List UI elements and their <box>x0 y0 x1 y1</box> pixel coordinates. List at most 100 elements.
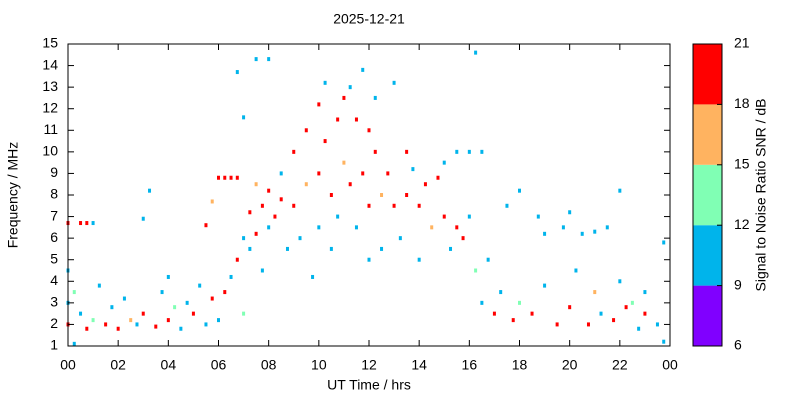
y-tick-label: 4 <box>50 272 58 288</box>
data-point <box>580 231 584 236</box>
data-point <box>380 246 384 251</box>
data-point <box>643 311 647 316</box>
data-point <box>574 268 578 273</box>
data-point <box>235 257 239 262</box>
data-point <box>417 257 421 262</box>
data-point <box>474 268 478 273</box>
y-tick-label: 12 <box>42 99 58 115</box>
data-point <box>561 225 565 230</box>
x-tick-label: 22 <box>612 357 628 373</box>
data-point <box>166 274 170 279</box>
data-point <box>185 300 189 305</box>
x-tick-label: 02 <box>110 357 126 373</box>
x-tick-label: 16 <box>462 357 478 373</box>
colorbar-tick-label: 15 <box>734 156 750 172</box>
data-point <box>342 160 346 165</box>
y-tick-label: 2 <box>50 315 58 331</box>
data-point <box>79 221 83 226</box>
data-point <box>436 175 440 180</box>
x-tick-label: 12 <box>361 357 377 373</box>
data-point <box>361 171 365 176</box>
data-point <box>505 203 509 208</box>
data-point <box>612 318 616 323</box>
data-point <box>336 117 340 122</box>
data-point <box>110 305 114 310</box>
data-point <box>191 311 195 316</box>
data-point <box>442 160 446 165</box>
x-tick-label: 14 <box>411 357 427 373</box>
data-point <box>91 318 95 323</box>
data-point <box>279 197 283 202</box>
data-point <box>85 221 89 226</box>
colorbar-segment <box>693 285 722 346</box>
data-point <box>304 128 308 133</box>
y-tick-label: 7 <box>50 207 58 223</box>
data-point <box>643 290 647 295</box>
data-point <box>618 188 622 193</box>
data-point <box>637 326 641 331</box>
data-point <box>492 311 496 316</box>
data-point <box>223 175 227 180</box>
data-point <box>543 231 547 236</box>
data-point <box>141 216 145 221</box>
colorbar-label: Signal to Noise Ratio SNR / dB <box>753 99 769 292</box>
data-point <box>273 214 277 219</box>
data-point <box>292 203 296 208</box>
plot-frame <box>67 43 671 347</box>
data-point <box>499 290 503 295</box>
colorbar-segment <box>693 225 722 286</box>
data-point <box>593 229 597 234</box>
y-axis-label: Frequency / MHz <box>5 142 21 249</box>
colorbar-tick-label: 12 <box>734 216 750 232</box>
data-point <box>605 225 609 230</box>
data-point <box>662 240 666 245</box>
data-point <box>518 300 521 305</box>
data-point <box>242 311 246 316</box>
data-point <box>248 210 252 215</box>
data-point <box>380 193 384 197</box>
data-point <box>267 57 271 62</box>
x-tick-label: 20 <box>562 357 578 373</box>
data-point <box>148 188 152 193</box>
x-tick-label: 04 <box>161 357 177 373</box>
data-point <box>254 231 258 236</box>
data-point <box>568 305 572 310</box>
data-point <box>405 149 409 154</box>
data-point <box>411 167 415 172</box>
data-point <box>317 171 321 176</box>
colorbar-tick-label: 18 <box>734 95 750 111</box>
y-tick-label: 6 <box>50 229 58 245</box>
data-point <box>210 199 214 204</box>
data-point <box>204 322 208 327</box>
data-point <box>179 326 183 331</box>
data-point <box>555 322 559 327</box>
data-point <box>480 300 484 305</box>
data-point <box>655 322 659 327</box>
data-point <box>223 290 227 295</box>
data-point <box>304 182 308 187</box>
data-point <box>154 324 158 329</box>
data-point <box>235 70 239 75</box>
data-point <box>423 182 427 187</box>
data-point <box>480 149 484 154</box>
x-tick-label: 00 <box>662 357 678 373</box>
y-tick-label: 9 <box>50 164 58 180</box>
data-point <box>285 246 289 251</box>
data-point <box>367 203 371 208</box>
colorbar-segment <box>693 104 722 165</box>
data-point <box>311 274 315 279</box>
data-point <box>129 318 133 323</box>
data-point <box>317 225 321 230</box>
data-point <box>217 318 220 323</box>
x-tick-label: 00 <box>60 357 76 373</box>
data-point <box>229 274 233 279</box>
data-point <box>662 339 666 344</box>
data-point <box>323 139 327 144</box>
data-point <box>530 311 534 316</box>
data-point <box>160 290 164 295</box>
data-point <box>417 203 421 208</box>
x-tick-label: 06 <box>211 357 227 373</box>
data-point <box>336 214 340 219</box>
y-tick-label: 5 <box>50 250 58 266</box>
